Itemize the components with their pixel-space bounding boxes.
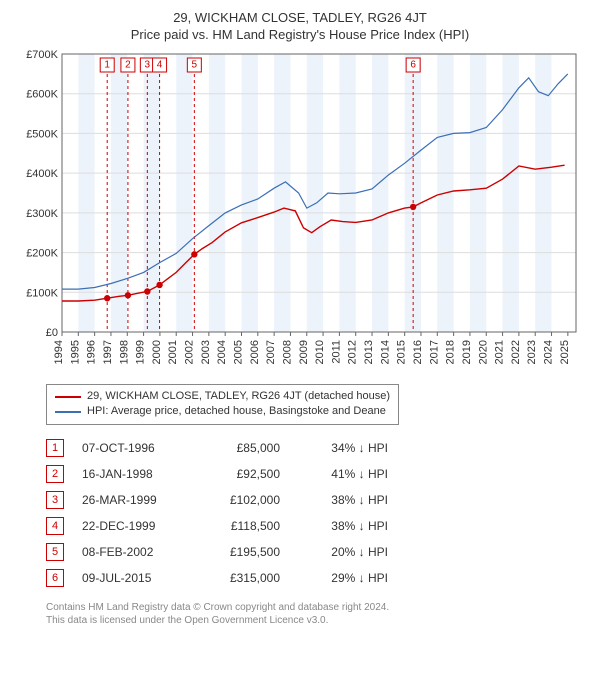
- legend-row-property: 29, WICKHAM CLOSE, TADLEY, RG26 4JT (det…: [55, 389, 390, 404]
- svg-text:£500K: £500K: [26, 128, 58, 140]
- svg-text:2024: 2024: [543, 340, 555, 364]
- svg-text:2016: 2016: [412, 340, 424, 364]
- svg-text:2009: 2009: [298, 340, 310, 364]
- sale-price: £85,000: [200, 441, 280, 455]
- sale-hpi-delta: 34% ↓ HPI: [298, 441, 388, 455]
- svg-text:2018: 2018: [445, 340, 457, 364]
- sale-number-box: 6: [46, 569, 64, 587]
- svg-text:1994: 1994: [53, 340, 65, 364]
- footer-line1: Contains HM Land Registry data © Crown c…: [46, 601, 580, 614]
- svg-text:£400K: £400K: [26, 168, 58, 180]
- svg-text:2025: 2025: [559, 340, 571, 364]
- svg-text:2010: 2010: [314, 340, 326, 364]
- legend: 29, WICKHAM CLOSE, TADLEY, RG26 4JT (det…: [46, 384, 399, 425]
- svg-text:2008: 2008: [281, 340, 293, 364]
- sale-hpi-delta: 41% ↓ HPI: [298, 467, 388, 481]
- svg-text:3: 3: [145, 60, 151, 71]
- sale-date: 22-DEC-1999: [82, 519, 182, 533]
- table-row: 2 16-JAN-1998 £92,500 41% ↓ HPI: [46, 461, 590, 487]
- svg-text:£600K: £600K: [26, 89, 58, 101]
- svg-text:2021: 2021: [494, 340, 506, 364]
- title-subtitle: Price paid vs. HM Land Registry's House …: [10, 27, 590, 42]
- svg-text:2019: 2019: [461, 340, 473, 364]
- svg-text:£0: £0: [46, 327, 58, 339]
- sale-number-box: 3: [46, 491, 64, 509]
- svg-text:£300K: £300K: [26, 208, 58, 220]
- table-row: 6 09-JUL-2015 £315,000 29% ↓ HPI: [46, 565, 590, 591]
- svg-text:2023: 2023: [526, 340, 538, 364]
- svg-text:2002: 2002: [184, 340, 196, 364]
- sale-date: 08-FEB-2002: [82, 545, 182, 559]
- footer: Contains HM Land Registry data © Crown c…: [46, 601, 580, 627]
- svg-text:2: 2: [125, 60, 131, 71]
- sale-price: £118,500: [200, 519, 280, 533]
- svg-text:4: 4: [157, 60, 163, 71]
- sale-date: 07-OCT-1996: [82, 441, 182, 455]
- table-row: 3 26-MAR-1999 £102,000 38% ↓ HPI: [46, 487, 590, 513]
- table-row: 4 22-DEC-1999 £118,500 38% ↓ HPI: [46, 513, 590, 539]
- svg-text:1995: 1995: [69, 340, 81, 364]
- sale-hpi-delta: 38% ↓ HPI: [298, 519, 388, 533]
- svg-text:2013: 2013: [363, 340, 375, 364]
- sale-price: £195,500: [200, 545, 280, 559]
- svg-text:2006: 2006: [249, 340, 261, 364]
- svg-text:2011: 2011: [330, 340, 342, 364]
- svg-text:6: 6: [410, 60, 416, 71]
- svg-text:1999: 1999: [135, 340, 147, 364]
- svg-text:£100K: £100K: [26, 287, 58, 299]
- svg-text:£200K: £200K: [26, 248, 58, 260]
- table-row: 1 07-OCT-1996 £85,000 34% ↓ HPI: [46, 435, 590, 461]
- svg-text:1: 1: [104, 60, 110, 71]
- svg-text:2007: 2007: [265, 340, 277, 364]
- svg-text:5: 5: [192, 60, 198, 71]
- footer-line2: This data is licensed under the Open Gov…: [46, 614, 580, 627]
- legend-row-hpi: HPI: Average price, detached house, Basi…: [55, 404, 390, 419]
- svg-text:2012: 2012: [347, 340, 359, 364]
- sale-hpi-delta: 29% ↓ HPI: [298, 571, 388, 585]
- sales-table: 1 07-OCT-1996 £85,000 34% ↓ HPI 2 16-JAN-1998…: [46, 435, 590, 591]
- legend-swatch-hpi: [55, 411, 81, 413]
- svg-text:1997: 1997: [102, 340, 114, 364]
- svg-text:2014: 2014: [379, 340, 391, 364]
- svg-text:£700K: £700K: [26, 49, 58, 61]
- sale-date: 09-JUL-2015: [82, 571, 182, 585]
- svg-text:2004: 2004: [216, 340, 228, 364]
- svg-text:1996: 1996: [86, 340, 98, 364]
- sale-hpi-delta: 38% ↓ HPI: [298, 493, 388, 507]
- sale-number-box: 2: [46, 465, 64, 483]
- sale-price: £102,000: [200, 493, 280, 507]
- title-block: 29, WICKHAM CLOSE, TADLEY, RG26 4JT Pric…: [10, 10, 590, 42]
- sale-number-box: 4: [46, 517, 64, 535]
- sale-price: £92,500: [200, 467, 280, 481]
- svg-text:2017: 2017: [428, 340, 440, 364]
- sale-hpi-delta: 20% ↓ HPI: [298, 545, 388, 559]
- legend-swatch-property: [55, 396, 81, 398]
- table-row: 5 08-FEB-2002 £195,500 20% ↓ HPI: [46, 539, 590, 565]
- legend-label-property: 29, WICKHAM CLOSE, TADLEY, RG26 4JT (det…: [87, 389, 390, 404]
- svg-text:2005: 2005: [232, 340, 244, 364]
- svg-text:2003: 2003: [200, 340, 212, 364]
- legend-label-hpi: HPI: Average price, detached house, Basi…: [87, 404, 386, 419]
- svg-text:1998: 1998: [118, 340, 130, 364]
- sale-price: £315,000: [200, 571, 280, 585]
- chart: £0 £100K £200K £300K £400K £500K £600K £700K 199…: [20, 48, 580, 378]
- title-address: 29, WICKHAM CLOSE, TADLEY, RG26 4JT: [10, 10, 590, 25]
- svg-text:2022: 2022: [510, 340, 522, 364]
- sale-date: 16-JAN-1998: [82, 467, 182, 481]
- svg-text:2015: 2015: [396, 340, 408, 364]
- svg-text:2001: 2001: [167, 340, 179, 364]
- chart-svg: £0 £100K £200K £300K £400K £500K £600K £700K 199…: [20, 48, 580, 378]
- svg-text:2020: 2020: [477, 340, 489, 364]
- sale-number-box: 1: [46, 439, 64, 457]
- sale-date: 26-MAR-1999: [82, 493, 182, 507]
- sale-number-box: 5: [46, 543, 64, 561]
- svg-text:2000: 2000: [151, 340, 163, 364]
